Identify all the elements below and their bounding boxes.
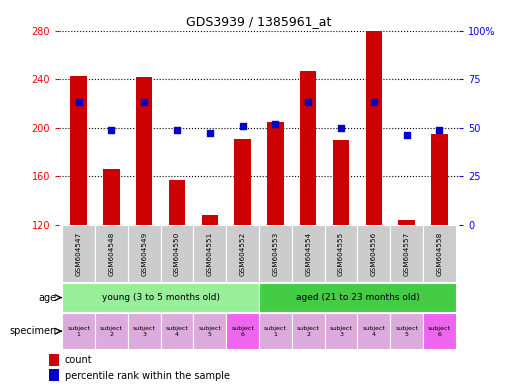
Point	[436, 127, 444, 133]
Point	[74, 99, 83, 106]
Text: subject
6: subject 6	[231, 326, 254, 337]
Title: GDS3939 / 1385961_at: GDS3939 / 1385961_at	[186, 15, 332, 28]
Bar	[70, 76, 87, 225]
Point	[173, 127, 181, 133]
FancyBboxPatch shape	[358, 313, 390, 349]
Text: subject
3: subject 3	[133, 326, 156, 337]
Text: subject
4: subject 4	[362, 326, 385, 337]
Bar	[169, 180, 185, 225]
FancyBboxPatch shape	[390, 313, 423, 349]
Text: young (3 to 5 months old): young (3 to 5 months old)	[102, 293, 220, 302]
Text: subject
5: subject 5	[395, 326, 418, 337]
Point	[206, 131, 214, 137]
FancyBboxPatch shape	[62, 225, 95, 282]
FancyBboxPatch shape	[161, 225, 193, 282]
Bar	[103, 169, 120, 225]
FancyBboxPatch shape	[193, 225, 226, 282]
FancyBboxPatch shape	[128, 225, 161, 282]
Point	[107, 127, 115, 133]
FancyBboxPatch shape	[95, 313, 128, 349]
FancyBboxPatch shape	[226, 313, 259, 349]
FancyBboxPatch shape	[193, 313, 226, 349]
Text: GSM604557: GSM604557	[404, 231, 410, 276]
Text: GSM604558: GSM604558	[437, 231, 442, 276]
Text: subject
4: subject 4	[166, 326, 188, 337]
Text: aged (21 to 23 months old): aged (21 to 23 months old)	[295, 293, 419, 302]
Text: subject
2: subject 2	[100, 326, 123, 337]
Point	[304, 99, 312, 106]
Point	[337, 125, 345, 131]
Bar	[333, 140, 349, 225]
Point	[140, 99, 148, 106]
FancyBboxPatch shape	[292, 225, 325, 282]
FancyBboxPatch shape	[292, 313, 325, 349]
Text: GSM604547: GSM604547	[76, 231, 82, 276]
Text: GSM604555: GSM604555	[338, 231, 344, 276]
FancyBboxPatch shape	[358, 225, 390, 282]
Text: GSM604553: GSM604553	[272, 231, 279, 276]
Bar	[431, 134, 448, 225]
FancyBboxPatch shape	[95, 225, 128, 282]
Point	[239, 122, 247, 129]
Text: subject
3: subject 3	[330, 326, 352, 337]
Point	[271, 121, 280, 127]
Text: GSM604550: GSM604550	[174, 231, 180, 276]
Text: specimen: specimen	[9, 326, 56, 336]
Text: GSM604554: GSM604554	[305, 231, 311, 276]
Bar	[399, 220, 415, 225]
Text: GSM604548: GSM604548	[108, 231, 114, 276]
Text: GSM604556: GSM604556	[371, 231, 377, 276]
FancyBboxPatch shape	[325, 225, 358, 282]
Text: subject
1: subject 1	[67, 326, 90, 337]
Bar	[366, 31, 382, 225]
Bar	[202, 215, 218, 225]
FancyBboxPatch shape	[259, 225, 292, 282]
Text: GSM604551: GSM604551	[207, 231, 213, 276]
FancyBboxPatch shape	[128, 313, 161, 349]
Text: percentile rank within the sample: percentile rank within the sample	[65, 371, 230, 381]
Text: subject
1: subject 1	[264, 326, 287, 337]
FancyBboxPatch shape	[325, 313, 358, 349]
FancyBboxPatch shape	[62, 283, 259, 312]
Text: subject
5: subject 5	[199, 326, 221, 337]
Bar	[49, 369, 59, 381]
FancyBboxPatch shape	[259, 283, 456, 312]
FancyBboxPatch shape	[423, 313, 456, 349]
Text: count: count	[65, 356, 92, 366]
Bar	[267, 122, 284, 225]
FancyBboxPatch shape	[259, 313, 292, 349]
Bar	[234, 139, 251, 225]
FancyBboxPatch shape	[390, 225, 423, 282]
Bar	[300, 71, 317, 225]
Point	[403, 132, 411, 139]
Text: GSM604549: GSM604549	[141, 231, 147, 276]
Bar	[49, 354, 59, 366]
Text: subject
6: subject 6	[428, 326, 451, 337]
Bar	[136, 77, 152, 225]
Text: subject
2: subject 2	[297, 326, 320, 337]
FancyBboxPatch shape	[62, 313, 95, 349]
FancyBboxPatch shape	[226, 225, 259, 282]
Point	[370, 99, 378, 106]
FancyBboxPatch shape	[161, 313, 193, 349]
Text: GSM604552: GSM604552	[240, 231, 246, 276]
Text: age: age	[38, 293, 56, 303]
FancyBboxPatch shape	[423, 225, 456, 282]
